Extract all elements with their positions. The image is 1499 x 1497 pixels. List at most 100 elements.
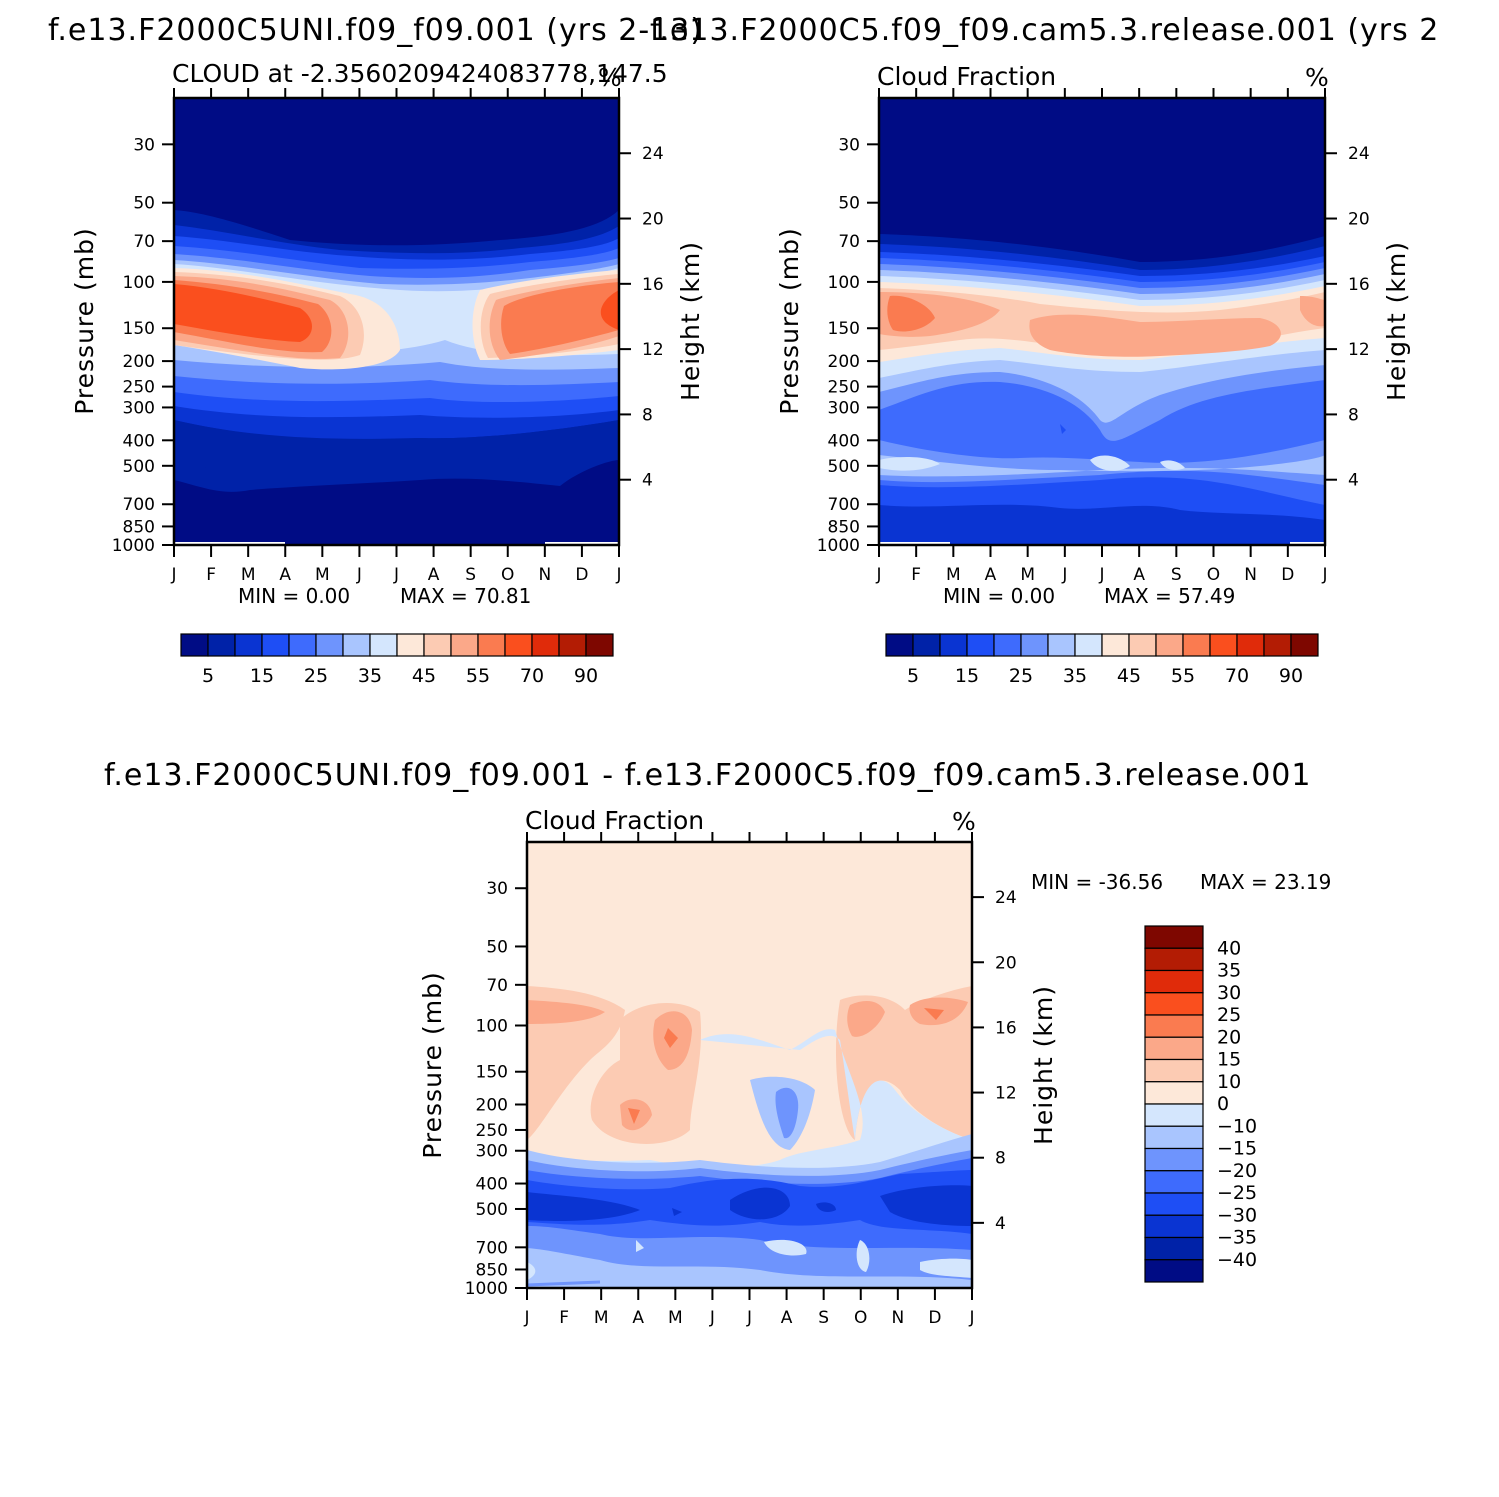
colorbar-swatch bbox=[939, 633, 968, 657]
month-tick-label: J bbox=[523, 1308, 529, 1328]
pressure-tick-label: 200 bbox=[828, 352, 860, 372]
colorbar-swatch bbox=[1128, 633, 1157, 657]
colorbar-label: −20 bbox=[1217, 1160, 1257, 1182]
pressure-tick-label: 50 bbox=[486, 937, 508, 957]
panel-2-small-spot bbox=[1060, 424, 1066, 434]
colorbar-label: 55 bbox=[466, 665, 490, 687]
month-tick-label: S bbox=[465, 565, 476, 585]
height-tick-label: 16 bbox=[642, 275, 664, 295]
height-tick-label: 24 bbox=[642, 144, 664, 164]
colorbar-swatch bbox=[1047, 633, 1076, 657]
pressure-tick-label: 300 bbox=[476, 1142, 508, 1162]
colorbar-label: 30 bbox=[1217, 982, 1241, 1004]
panel-2-subtitle: Cloud Fraction bbox=[877, 62, 1056, 91]
panel-1-title: f.e13.F2000C5UNI.f09_f09.001 (yrs 2-13) bbox=[48, 13, 703, 48]
height-tick-label: 4 bbox=[1348, 471, 1359, 491]
month-tick-label: F bbox=[559, 1308, 569, 1328]
height-tick-label: 8 bbox=[1348, 405, 1359, 425]
panel-1-lower-band-10 bbox=[174, 420, 619, 471]
colorbar-swatch bbox=[912, 633, 941, 657]
month-tick-label: J bbox=[968, 1308, 974, 1328]
colorbar-swatch bbox=[342, 633, 371, 657]
height-tick-label: 4 bbox=[995, 1214, 1006, 1234]
panel-3-band-minus20-upper bbox=[775, 1087, 799, 1139]
pressure-tick-label: 850 bbox=[123, 517, 155, 537]
month-tick-label: A bbox=[1133, 565, 1145, 585]
pressure-tick-label: 1000 bbox=[817, 536, 860, 556]
colorbar-label: 20 bbox=[1217, 1026, 1241, 1048]
pressure-tick-label: 100 bbox=[476, 1016, 508, 1036]
pressure-tick-label: 500 bbox=[476, 1200, 508, 1220]
pressure-tick-label: 100 bbox=[123, 273, 155, 293]
colorbar-swatch bbox=[234, 633, 263, 657]
colorbar-label: 45 bbox=[412, 665, 436, 687]
colorbar-swatch bbox=[1144, 947, 1204, 972]
month-tick-label: A bbox=[279, 565, 291, 585]
pressure-tick-label: 150 bbox=[476, 1063, 508, 1083]
panel-3-surface-line bbox=[526, 1280, 601, 1287]
pressure-tick-label: 700 bbox=[476, 1238, 508, 1258]
panel-3-title: f.e13.F2000C5UNI.f09_f09.001 - f.e13.F20… bbox=[104, 758, 1311, 793]
panel-2-ylabel-right: Height (km) bbox=[1382, 241, 1411, 401]
colorbar-label: −25 bbox=[1217, 1182, 1257, 1204]
colorbar-swatch bbox=[1144, 1170, 1204, 1194]
month-tick-label: J bbox=[170, 565, 176, 585]
colorbar-label: 40 bbox=[1217, 937, 1241, 959]
colorbar-swatch bbox=[993, 633, 1022, 657]
month-tick-label: J bbox=[709, 1308, 715, 1328]
pressure-tick-label: 1000 bbox=[112, 536, 155, 556]
month-tick-label: N bbox=[538, 565, 551, 585]
colorbar-label: 0 bbox=[1217, 1093, 1229, 1115]
panel-3-ylabel-right: Height (km) bbox=[1029, 985, 1058, 1145]
pressure-tick-label: 700 bbox=[828, 495, 860, 515]
height-tick-label: 4 bbox=[642, 471, 653, 491]
pressure-tick-label: 250 bbox=[828, 378, 860, 398]
panel-1-subtitle: CLOUD at -2.3560209424083778,147.5 bbox=[172, 59, 668, 88]
pressure-tick-label: 700 bbox=[123, 495, 155, 515]
height-tick-label: 20 bbox=[995, 953, 1017, 973]
colorbar-swatch bbox=[1144, 1125, 1204, 1150]
colorbar-label: 90 bbox=[1279, 665, 1303, 687]
pressure-tick-label: 400 bbox=[828, 431, 860, 451]
pressure-tick-label: 50 bbox=[133, 194, 155, 214]
colorbar-swatch bbox=[1144, 1147, 1204, 1172]
pressure-tick-label: 200 bbox=[476, 1096, 508, 1116]
colorbar-label: 70 bbox=[1225, 665, 1249, 687]
height-tick-label: 24 bbox=[995, 888, 1017, 908]
colorbar-swatch bbox=[1144, 925, 1204, 949]
month-tick-label: J bbox=[1321, 565, 1327, 585]
pressure-tick-label: 400 bbox=[123, 431, 155, 451]
month-tick-label: M bbox=[594, 1308, 609, 1328]
panel-1-min: MIN = 0.00 bbox=[238, 584, 350, 608]
colorbar-swatch bbox=[585, 633, 614, 657]
colorbar-swatch bbox=[369, 633, 398, 657]
colorbar-swatch bbox=[1155, 633, 1184, 657]
panel-3-subtitle: Cloud Fraction bbox=[525, 806, 704, 835]
month-tick-label: J bbox=[356, 565, 362, 585]
panel-3-max: MAX = 23.19 bbox=[1200, 870, 1331, 894]
height-tick-label: 8 bbox=[995, 1149, 1006, 1169]
colorbar-label: −10 bbox=[1217, 1115, 1257, 1137]
colorbar-swatch bbox=[1020, 633, 1049, 657]
colorbar-swatch bbox=[1144, 992, 1204, 1016]
colorbar-label: 35 bbox=[1063, 665, 1087, 687]
month-tick-label: A bbox=[985, 565, 997, 585]
height-tick-label: 16 bbox=[995, 1018, 1017, 1038]
colorbar-swatch bbox=[504, 633, 533, 657]
height-tick-label: 20 bbox=[1348, 210, 1370, 230]
colorbar-swatch bbox=[1144, 1058, 1204, 1083]
panel-3-band-minus35 bbox=[527, 1185, 972, 1226]
height-tick-label: 12 bbox=[1348, 340, 1370, 360]
colorbar-swatch bbox=[1144, 1036, 1204, 1061]
height-tick-label: 16 bbox=[1348, 275, 1370, 295]
height-tick-label: 24 bbox=[1348, 144, 1370, 164]
colorbar-swatch bbox=[1182, 633, 1211, 657]
panel-1-ylabel: Pressure (mb) bbox=[70, 227, 99, 414]
height-tick-label: 12 bbox=[642, 340, 664, 360]
month-tick-label: J bbox=[1061, 565, 1067, 585]
panel-1-bottom-band-5 bbox=[174, 460, 619, 545]
month-tick-label: F bbox=[911, 565, 921, 585]
pressure-tick-label: 250 bbox=[123, 378, 155, 398]
